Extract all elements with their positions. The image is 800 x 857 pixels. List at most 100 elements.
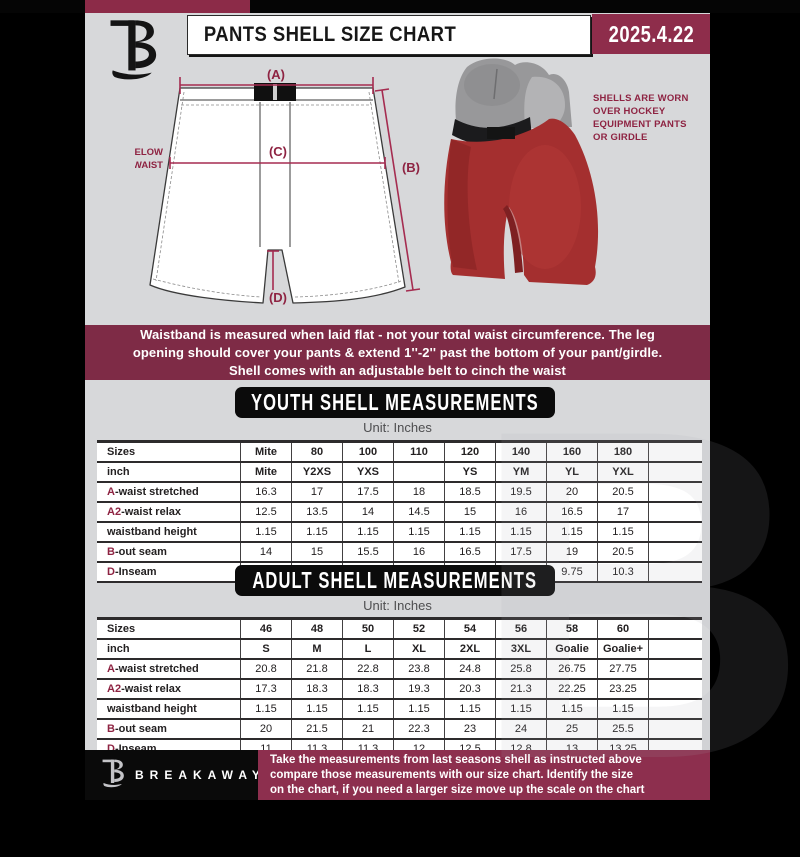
top-maroon-strip [85,0,250,13]
table-cell: Goalie+ [597,640,648,658]
breakaway-logo-icon [101,758,127,793]
notice-banner: Waistband is measured when laid flat - n… [85,325,710,380]
table-cell: 26.75 [546,660,597,678]
table-cell: 12.5 [240,503,291,521]
row-label: A2 -waist relax [107,506,181,518]
table-cell: M [291,640,342,658]
row-label: A2 -waist relax [107,683,181,695]
table-cell: 16 [495,503,546,521]
table-cell: 20 [240,720,291,738]
table-cell: 17 [291,483,342,501]
table-cell: 20.5 [597,543,648,561]
table-cell: 21 [342,720,393,738]
side-note: SHELLS ARE WORN OVER HOCKEY EQUIPMENT PA… [593,93,689,143]
table-cell: 20.3 [444,680,495,698]
label-c: (C) [269,144,287,159]
table-cell: 18.5 [444,483,495,501]
table-cell: 22.3 [393,720,444,738]
table-cell: 54 [444,620,495,638]
table-row: Sizes 46 48 50 52 54 56 58 60 [97,620,702,640]
table-cell: S [240,640,291,658]
table-cell: 16.5 [444,543,495,561]
adult-unit-label: Unit: Inches [363,598,432,613]
youth-unit-label: Unit: Inches [363,420,432,435]
table-cell: YL [546,463,597,481]
notice-line: opening should cover your pants & extend… [132,344,663,360]
shell-photo [437,57,602,295]
table-cell: YXS [342,463,393,481]
table-cell: 24 [495,720,546,738]
page-title: PANTS SHELL SIZE CHART [203,23,457,46]
table-cell: 25.5 [597,720,648,738]
row-label: B -out seam [107,546,167,558]
table-cell: 21.5 [291,720,342,738]
table-cell: 23 [444,720,495,738]
table-cell: 1.15 [393,700,444,718]
label-d: (D) [269,290,287,305]
table-cell: 3XL [495,640,546,658]
table-cell: 58 [546,620,597,638]
row-label: A -waist stretched [107,486,199,498]
table-cell: 20 [546,483,597,501]
table-cell [393,463,444,481]
table-filler-cell [648,700,702,718]
table-filler-cell [648,680,702,698]
table-filler-cell [648,443,702,461]
table-cell: Goalie [546,640,597,658]
table-cell: Mite [240,463,291,481]
table-filler-cell [648,563,702,581]
youth-section-heading: YOUTH SHELL MEASUREMENTS [235,387,555,418]
notice-line: Shell comes with an adjustable belt to c… [229,362,566,378]
notice-line: Waistband is measured when laid flat - n… [140,326,655,342]
table-filler-cell [648,523,702,541]
table-cell: 11 [240,740,291,758]
table-cell: 2XL [444,640,495,658]
adult-size-table: Sizes 46 48 50 52 54 56 58 60 inch S M L XL 2XL 3XL Goal… [97,617,702,760]
brand-name: BREAKAWAY [135,768,266,782]
table-filler-cell [648,740,702,758]
table-cell: 1.15 [546,700,597,718]
table-filler-cell [648,503,702,521]
row-label: waistband height [107,703,197,715]
row-label: waistband height [107,526,197,538]
table-cell: 22.25 [546,680,597,698]
label-a: (A) [267,68,285,82]
table-cell: 48 [291,620,342,638]
table-cell: 17 [597,503,648,521]
table-cell: 21.8 [291,660,342,678]
table-cell: 50 [342,620,393,638]
table-cell: 14 [342,503,393,521]
table-cell: 1.15 [240,523,291,541]
table-cell: L [342,640,393,658]
table-row: A2 -waist relax 17.3 18.3 18.3 19.3 20.3 21.3 22… [97,680,702,700]
table-cell: 100 [342,443,393,461]
table-cell: 110 [393,443,444,461]
shorts-measurement-diagram: (A) (C) (B) (D) 7'' BELOW WAIST [115,67,435,328]
table-cell: 19.5 [495,483,546,501]
table-cell: 1.15 [597,700,648,718]
table-cell: 60 [597,620,648,638]
table-filler-cell [648,543,702,561]
table-row: A -waist stretched 16.3 17 17.5 18 18.5 19.5 20 2… [97,483,702,503]
table-cell: YS [444,463,495,481]
table-cell: 17.5 [342,483,393,501]
row-label: inch [107,643,130,655]
table-cell: 1.15 [495,523,546,541]
table-row: A2 -waist relax 12.5 13.5 14 14.5 15 16 16.5 17 [97,503,702,523]
table-cell: 1.15 [597,523,648,541]
date-text: 2025.4.22 [608,20,694,47]
table-filler-cell [648,660,702,678]
table-cell: Mite [240,443,291,461]
table-cell: 180 [597,443,648,461]
table-row: waistband height 1.15 1.15 1.15 1.15 1.15 1.15… [97,523,702,543]
table-row: A -waist stretched 20.8 21.8 22.8 23.8 24.8 25.… [97,660,702,680]
table-cell: 20.8 [240,660,291,678]
footer-note: Take the measurements from last seasons … [258,750,710,800]
youth-size-table: Sizes Mite 80 100 110 120 140 160 180 inch Mite Y2X… [97,440,702,583]
table-row: B -out seam 20 21.5 21 22.3 23 24 25 25.5 [97,720,702,740]
table-cell: 1.15 [291,523,342,541]
table-cell: 1.15 [393,523,444,541]
footer-brand-block: BREAKAWAY [85,750,260,800]
table-row: Sizes Mite 80 100 110 120 140 160 180 [97,443,702,463]
table-row: inch Mite Y2XS YXS YS YM YL YXL [97,463,702,483]
